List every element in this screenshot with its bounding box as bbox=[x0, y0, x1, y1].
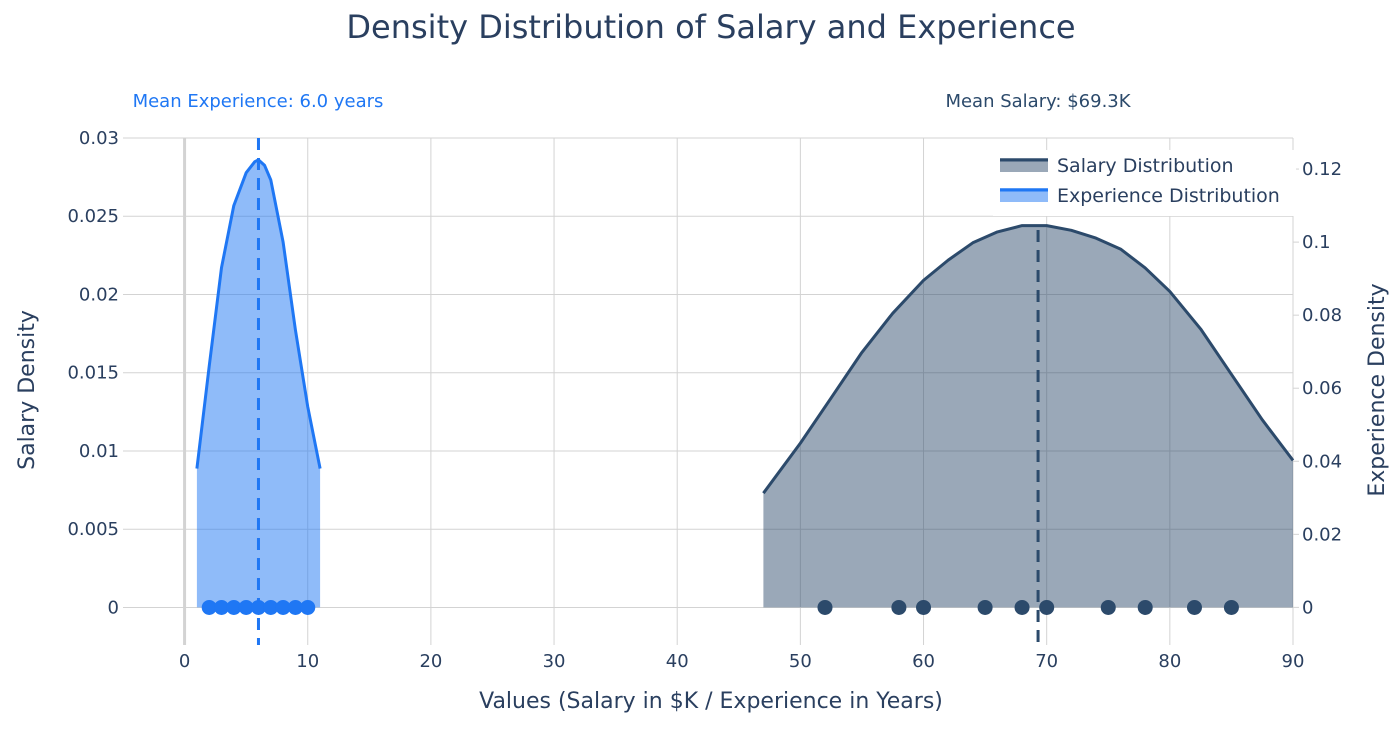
salary-point bbox=[977, 599, 993, 615]
y-tick-label: 0.01 bbox=[79, 441, 119, 462]
salary-line bbox=[762, 224, 1295, 495]
y2-axis-title: Experience Density bbox=[1365, 283, 1390, 496]
x-tick-label: 50 bbox=[789, 651, 812, 672]
x-axis-title: Values (Salary in $K / Experience in Yea… bbox=[479, 689, 943, 714]
experience-point bbox=[275, 599, 291, 615]
salary-point bbox=[891, 599, 907, 615]
y-tick-label: 0 bbox=[108, 597, 119, 618]
x-tick-label: 0 bbox=[179, 651, 190, 672]
y-tick-label: 0.03 bbox=[79, 128, 119, 149]
experience-point bbox=[263, 599, 279, 615]
x-tick-label: 90 bbox=[1282, 651, 1305, 672]
legend: Salary Distribution Experience Distribut… bbox=[993, 150, 1296, 216]
experience-point bbox=[287, 599, 303, 615]
y2-tick-label: 0.08 bbox=[1302, 305, 1342, 326]
legend-item-experience[interactable]: Experience Distribution bbox=[1000, 185, 1280, 207]
x-tick-label: 60 bbox=[912, 651, 935, 672]
legend-label-experience: Experience Distribution bbox=[1057, 185, 1280, 207]
experience-point bbox=[250, 599, 266, 615]
experience-point bbox=[300, 599, 316, 615]
distribution-areas bbox=[195, 158, 1295, 608]
y2-tick-label: 0.1 bbox=[1302, 232, 1331, 253]
y2-tick-label: 0.04 bbox=[1302, 451, 1342, 472]
x-tick-label: 70 bbox=[1035, 651, 1058, 672]
experience-point bbox=[201, 599, 217, 615]
x-tick-label: 40 bbox=[666, 651, 689, 672]
salary-point bbox=[1014, 599, 1030, 615]
y2-tick-label: 0.02 bbox=[1302, 524, 1342, 545]
salary-point bbox=[1100, 599, 1116, 615]
y2-tick-label: 0.12 bbox=[1302, 159, 1342, 180]
y-tick-label: 0.015 bbox=[67, 363, 119, 384]
chart-title: Density Distribution of Salary and Exper… bbox=[346, 8, 1075, 46]
experience-point bbox=[226, 599, 242, 615]
mean-lines bbox=[256, 138, 1040, 645]
x-tick-label: 10 bbox=[296, 651, 319, 672]
y-axis-title: Salary Density bbox=[15, 310, 40, 470]
mean-experience-annotation: Mean Experience: 6.0 years bbox=[133, 91, 384, 112]
axis-ticks: 0 10 20 30 40 50 60 70 80 90 0 0.005 0.01 0.015 0.02 0.… bbox=[67, 128, 1342, 672]
salary-point bbox=[1223, 599, 1239, 615]
y-tick-label: 0.02 bbox=[79, 284, 119, 305]
x-tick-label: 20 bbox=[419, 651, 442, 672]
mean-salary-annotation: Mean Salary: $69.3K bbox=[945, 91, 1131, 112]
salary-point bbox=[1186, 599, 1202, 615]
salary-area bbox=[763, 225, 1293, 608]
salary-point bbox=[1137, 599, 1153, 615]
experience-point bbox=[238, 599, 254, 615]
legend-label-salary: Salary Distribution bbox=[1057, 155, 1234, 177]
legend-item-salary[interactable]: Salary Distribution bbox=[1000, 155, 1234, 177]
y-tick-label: 0.005 bbox=[67, 519, 119, 540]
y-tick-label: 0.025 bbox=[67, 206, 119, 227]
x-tick-label: 30 bbox=[543, 651, 566, 672]
salary-point bbox=[916, 599, 932, 615]
y2-tick-label: 0 bbox=[1302, 597, 1313, 618]
experience-point bbox=[214, 599, 230, 615]
x-tick-label: 80 bbox=[1158, 651, 1181, 672]
salary-point bbox=[1039, 599, 1055, 615]
salary-point bbox=[817, 599, 833, 615]
y2-tick-label: 0.06 bbox=[1302, 378, 1342, 399]
observation-points bbox=[201, 599, 1239, 615]
